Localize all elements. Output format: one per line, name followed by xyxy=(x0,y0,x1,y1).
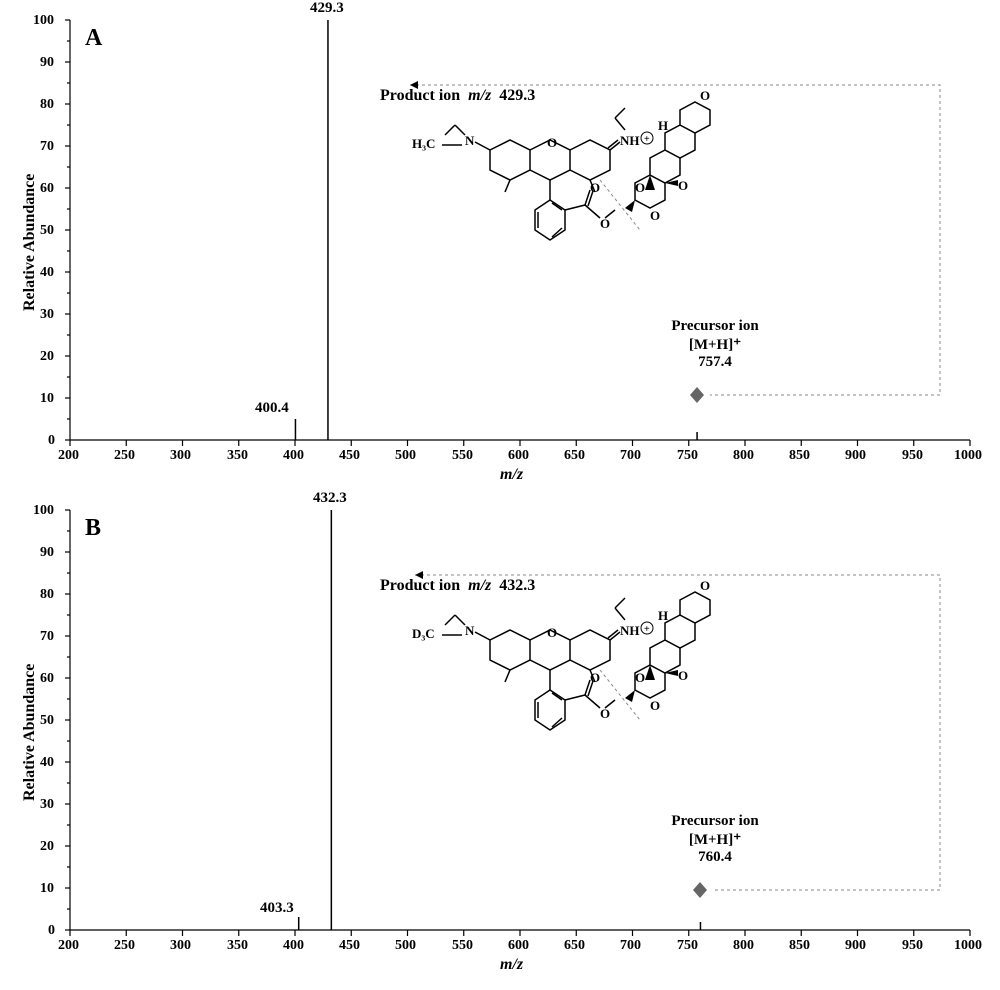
svg-text:O: O xyxy=(547,135,557,150)
product-ion-text: Product ion xyxy=(380,87,460,104)
precursor-value-b: 760.4 xyxy=(660,849,770,866)
precursor-annotation-b: Precursor ion [M+H]⁺ 760.4 xyxy=(660,813,770,866)
svg-text:NH: NH xyxy=(620,133,640,148)
x-axis-title-b: m/z xyxy=(500,956,523,974)
svg-text:D₃C: D₃C xyxy=(412,626,435,641)
svg-text:O: O xyxy=(600,706,610,721)
svg-text:O: O xyxy=(700,578,710,593)
chemical-structure-a: O N H₃C NH + O xyxy=(412,88,710,240)
precursor-text2-b: [M+H]⁺ xyxy=(660,830,770,849)
y-ticks xyxy=(65,20,70,440)
panel-letter-b: B xyxy=(85,515,101,542)
svg-text:O: O xyxy=(650,208,660,223)
panel-b: O N D₃C NH + O O xyxy=(0,490,1000,990)
y-ticks-b xyxy=(65,510,70,930)
diamond-marker-b xyxy=(693,882,707,898)
precursor-value: 757.4 xyxy=(660,354,770,371)
svg-text:NH: NH xyxy=(620,623,640,638)
precursor-text2: [M+H]⁺ xyxy=(660,335,770,354)
svg-text:O: O xyxy=(650,698,660,713)
x-axis-title: m/z xyxy=(500,466,523,484)
svg-text:O: O xyxy=(678,668,688,683)
x-ticks-b xyxy=(70,930,970,936)
svg-text:O: O xyxy=(590,670,600,685)
x-ticks xyxy=(70,440,970,446)
diamond-marker xyxy=(690,387,704,403)
y-axis-title: Relative Abundance xyxy=(21,151,39,311)
product-ion-annotation-b: Product ion m/z 432.3 xyxy=(380,577,535,595)
chemical-structure-b: O N D₃C NH + O O xyxy=(412,578,710,730)
panel-a-svg: O N H₃C NH + O xyxy=(0,0,1000,490)
svg-text:O: O xyxy=(547,625,557,640)
panel-letter-a: A xyxy=(85,25,102,52)
svg-text:+: + xyxy=(644,134,650,145)
svg-text:O: O xyxy=(700,88,710,103)
product-ion-value: 429.3 xyxy=(499,87,535,104)
product-ion-mz-b: m/z xyxy=(468,577,491,594)
product-ion-text-b: Product ion xyxy=(380,577,460,594)
panel-b-svg: O N D₃C NH + O O xyxy=(0,490,1000,990)
svg-text:H: H xyxy=(658,118,668,133)
svg-text:+: + xyxy=(644,624,650,635)
svg-text:O: O xyxy=(590,180,600,195)
precursor-text1-b: Precursor ion xyxy=(660,813,770,830)
precursor-text1: Precursor ion xyxy=(660,318,770,335)
svg-text:H₃C: H₃C xyxy=(412,136,435,151)
peak-label-429: 429.3 xyxy=(310,0,344,17)
svg-text:N: N xyxy=(465,623,475,638)
svg-text:N: N xyxy=(465,133,475,148)
y-axis-title-b: Relative Abundance xyxy=(21,641,39,801)
precursor-annotation: Precursor ion [M+H]⁺ 757.4 xyxy=(660,318,770,371)
peak-label-400: 400.4 xyxy=(255,400,289,417)
product-ion-annotation: Product ion m/z 429.3 xyxy=(380,87,535,105)
peak-label-432: 432.3 xyxy=(313,490,347,507)
product-ion-value-b: 432.3 xyxy=(499,577,535,594)
svg-text:H: H xyxy=(658,608,668,623)
svg-text:O: O xyxy=(600,216,610,231)
svg-text:O: O xyxy=(678,178,688,193)
panel-a: O N H₃C NH + O xyxy=(0,0,1000,490)
product-ion-mz: m/z xyxy=(468,87,491,104)
peak-label-403: 403.3 xyxy=(260,900,294,917)
